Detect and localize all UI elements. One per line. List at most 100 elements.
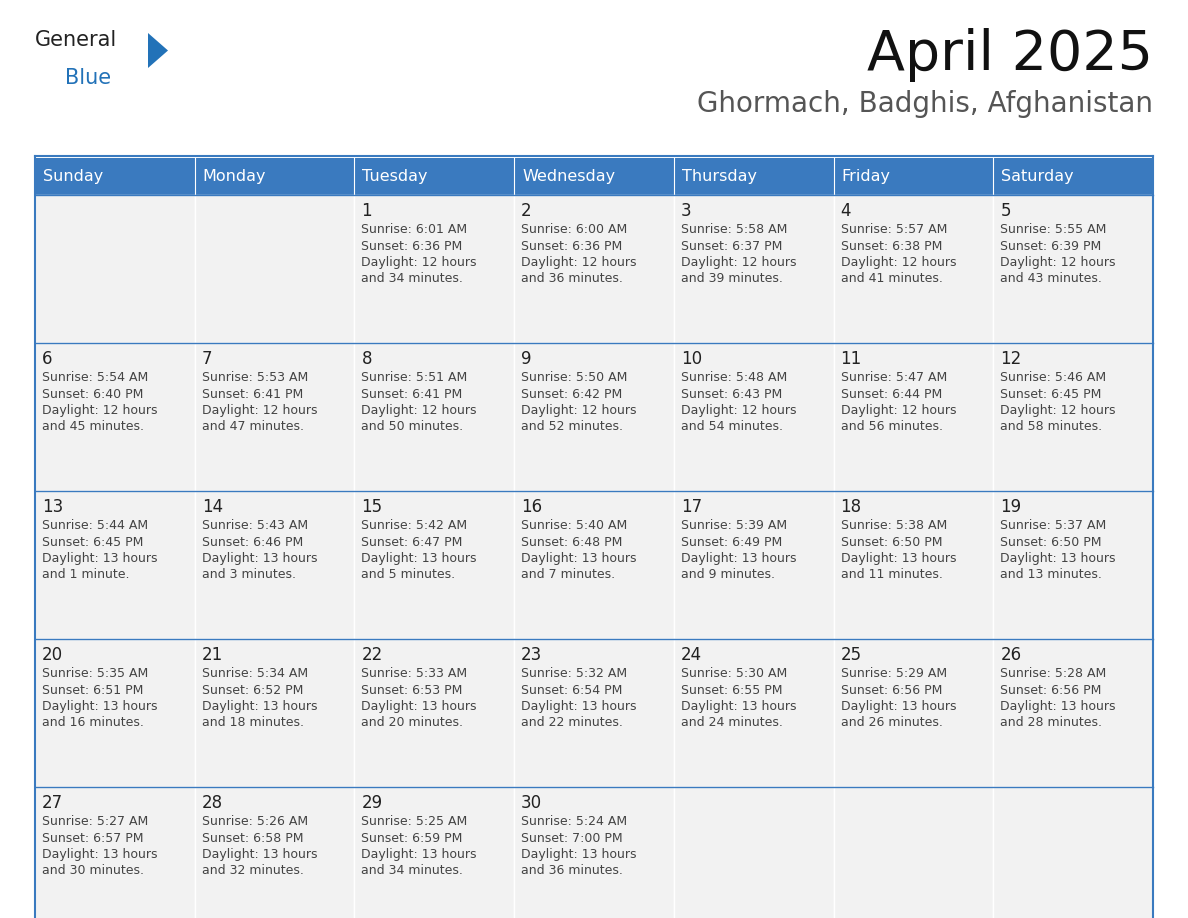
Text: Daylight: 12 hours: Daylight: 12 hours bbox=[1000, 256, 1116, 269]
Text: Sunrise: 5:25 AM: Sunrise: 5:25 AM bbox=[361, 815, 468, 828]
Text: Saturday: Saturday bbox=[1001, 169, 1074, 184]
Text: Daylight: 13 hours: Daylight: 13 hours bbox=[522, 552, 637, 565]
Bar bbox=[674, 639, 834, 787]
Text: Daylight: 12 hours: Daylight: 12 hours bbox=[681, 256, 796, 269]
Bar bbox=[674, 787, 834, 918]
Bar bbox=[993, 787, 1154, 918]
Text: 23: 23 bbox=[522, 646, 543, 664]
Text: 12: 12 bbox=[1000, 350, 1022, 368]
Text: Sunrise: 5:32 AM: Sunrise: 5:32 AM bbox=[522, 667, 627, 680]
Text: 1: 1 bbox=[361, 202, 372, 220]
Text: and 47 minutes.: and 47 minutes. bbox=[202, 420, 304, 433]
Bar bbox=[993, 195, 1154, 343]
Text: Sunrise: 5:34 AM: Sunrise: 5:34 AM bbox=[202, 667, 308, 680]
Text: and 11 minutes.: and 11 minutes. bbox=[841, 568, 942, 581]
Text: 8: 8 bbox=[361, 350, 372, 368]
Text: Sunset: 6:42 PM: Sunset: 6:42 PM bbox=[522, 387, 623, 400]
Bar bbox=[34, 195, 195, 343]
Text: Daylight: 13 hours: Daylight: 13 hours bbox=[42, 848, 158, 861]
Text: Daylight: 13 hours: Daylight: 13 hours bbox=[681, 700, 796, 713]
Text: Sunrise: 5:33 AM: Sunrise: 5:33 AM bbox=[361, 667, 468, 680]
Text: Sunset: 6:50 PM: Sunset: 6:50 PM bbox=[841, 535, 942, 548]
Text: Daylight: 12 hours: Daylight: 12 hours bbox=[681, 404, 796, 417]
Text: Sunset: 6:41 PM: Sunset: 6:41 PM bbox=[202, 387, 303, 400]
Text: Daylight: 13 hours: Daylight: 13 hours bbox=[1000, 552, 1116, 565]
Text: Sunrise: 5:50 AM: Sunrise: 5:50 AM bbox=[522, 371, 627, 384]
Bar bbox=[514, 787, 674, 918]
Text: 3: 3 bbox=[681, 202, 691, 220]
Text: Sunset: 6:55 PM: Sunset: 6:55 PM bbox=[681, 684, 783, 697]
Text: and 36 minutes.: and 36 minutes. bbox=[522, 273, 623, 285]
Text: 6: 6 bbox=[42, 350, 52, 368]
Text: Sunrise: 5:29 AM: Sunrise: 5:29 AM bbox=[841, 667, 947, 680]
Bar bbox=[195, 787, 354, 918]
Text: Sunrise: 5:38 AM: Sunrise: 5:38 AM bbox=[841, 519, 947, 532]
Text: 4: 4 bbox=[841, 202, 851, 220]
Text: Sunset: 6:58 PM: Sunset: 6:58 PM bbox=[202, 832, 303, 845]
Bar bbox=[834, 787, 993, 918]
Text: 11: 11 bbox=[841, 350, 861, 368]
Bar bbox=[834, 195, 993, 343]
Text: Blue: Blue bbox=[65, 68, 112, 88]
Text: Sunset: 6:57 PM: Sunset: 6:57 PM bbox=[42, 832, 144, 845]
Bar bbox=[514, 343, 674, 491]
Text: 2: 2 bbox=[522, 202, 532, 220]
Text: 18: 18 bbox=[841, 498, 861, 516]
Bar bbox=[993, 491, 1154, 639]
Text: Sunday: Sunday bbox=[43, 169, 103, 184]
Text: Sunrise: 5:43 AM: Sunrise: 5:43 AM bbox=[202, 519, 308, 532]
Text: Sunrise: 5:46 AM: Sunrise: 5:46 AM bbox=[1000, 371, 1106, 384]
Text: 25: 25 bbox=[841, 646, 861, 664]
Text: 10: 10 bbox=[681, 350, 702, 368]
Text: Sunrise: 5:40 AM: Sunrise: 5:40 AM bbox=[522, 519, 627, 532]
Text: and 28 minutes.: and 28 minutes. bbox=[1000, 717, 1102, 730]
Text: 19: 19 bbox=[1000, 498, 1022, 516]
Text: Sunset: 6:53 PM: Sunset: 6:53 PM bbox=[361, 684, 463, 697]
Bar bbox=[514, 158, 674, 195]
Bar bbox=[834, 343, 993, 491]
Bar bbox=[34, 491, 195, 639]
Text: Friday: Friday bbox=[841, 169, 891, 184]
Text: and 5 minutes.: and 5 minutes. bbox=[361, 568, 455, 581]
Text: and 50 minutes.: and 50 minutes. bbox=[361, 420, 463, 433]
Text: Daylight: 12 hours: Daylight: 12 hours bbox=[42, 404, 158, 417]
Text: Sunrise: 5:58 AM: Sunrise: 5:58 AM bbox=[681, 223, 788, 236]
Text: and 58 minutes.: and 58 minutes. bbox=[1000, 420, 1102, 433]
Text: Sunrise: 6:00 AM: Sunrise: 6:00 AM bbox=[522, 223, 627, 236]
Text: Sunset: 6:41 PM: Sunset: 6:41 PM bbox=[361, 387, 462, 400]
Text: Sunset: 6:56 PM: Sunset: 6:56 PM bbox=[841, 684, 942, 697]
Text: 30: 30 bbox=[522, 794, 542, 812]
Text: Sunset: 6:51 PM: Sunset: 6:51 PM bbox=[42, 684, 144, 697]
Bar bbox=[514, 491, 674, 639]
Text: Daylight: 12 hours: Daylight: 12 hours bbox=[841, 404, 956, 417]
Text: Sunset: 6:54 PM: Sunset: 6:54 PM bbox=[522, 684, 623, 697]
Text: Sunrise: 5:53 AM: Sunrise: 5:53 AM bbox=[202, 371, 308, 384]
Text: 20: 20 bbox=[42, 646, 63, 664]
Bar bbox=[354, 158, 514, 195]
Text: Daylight: 13 hours: Daylight: 13 hours bbox=[522, 848, 637, 861]
Text: and 39 minutes.: and 39 minutes. bbox=[681, 273, 783, 285]
Text: Sunrise: 5:24 AM: Sunrise: 5:24 AM bbox=[522, 815, 627, 828]
Text: and 9 minutes.: and 9 minutes. bbox=[681, 568, 775, 581]
Text: Sunset: 6:52 PM: Sunset: 6:52 PM bbox=[202, 684, 303, 697]
Bar bbox=[354, 639, 514, 787]
Text: Sunrise: 5:27 AM: Sunrise: 5:27 AM bbox=[42, 815, 148, 828]
Text: Sunset: 6:59 PM: Sunset: 6:59 PM bbox=[361, 832, 463, 845]
Bar bbox=[354, 491, 514, 639]
Text: 5: 5 bbox=[1000, 202, 1011, 220]
Bar bbox=[514, 639, 674, 787]
Text: Sunset: 6:36 PM: Sunset: 6:36 PM bbox=[522, 240, 623, 252]
Text: Sunset: 6:56 PM: Sunset: 6:56 PM bbox=[1000, 684, 1101, 697]
Text: 27: 27 bbox=[42, 794, 63, 812]
Text: Sunrise: 5:28 AM: Sunrise: 5:28 AM bbox=[1000, 667, 1106, 680]
Text: Daylight: 13 hours: Daylight: 13 hours bbox=[202, 848, 317, 861]
Text: Sunrise: 6:01 AM: Sunrise: 6:01 AM bbox=[361, 223, 468, 236]
Text: and 43 minutes.: and 43 minutes. bbox=[1000, 273, 1102, 285]
Text: 22: 22 bbox=[361, 646, 383, 664]
Text: Sunset: 6:49 PM: Sunset: 6:49 PM bbox=[681, 535, 782, 548]
Text: Sunset: 6:47 PM: Sunset: 6:47 PM bbox=[361, 535, 463, 548]
Text: and 34 minutes.: and 34 minutes. bbox=[361, 273, 463, 285]
Bar bbox=[834, 491, 993, 639]
Text: Sunset: 6:38 PM: Sunset: 6:38 PM bbox=[841, 240, 942, 252]
Text: and 3 minutes.: and 3 minutes. bbox=[202, 568, 296, 581]
